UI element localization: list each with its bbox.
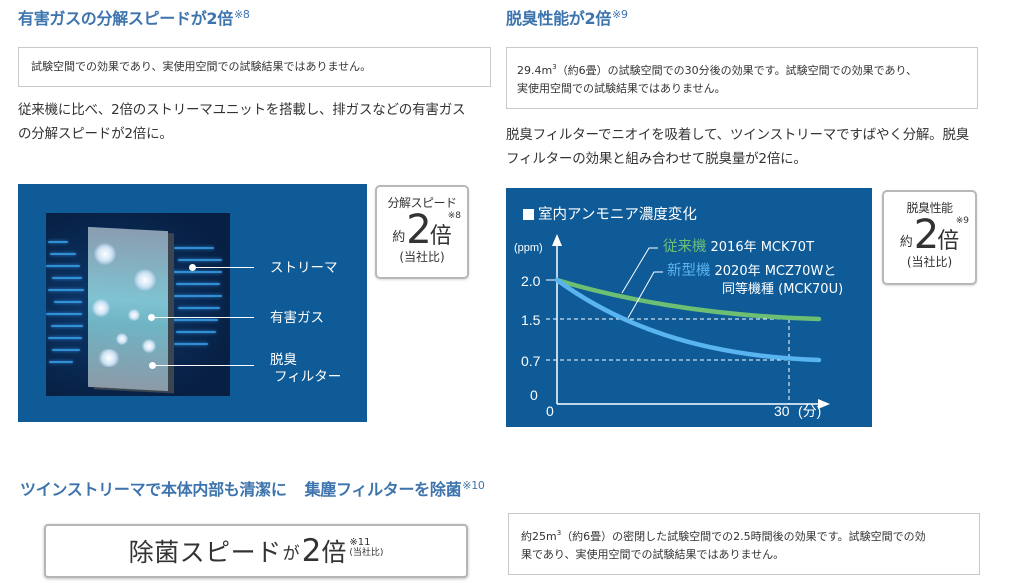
harmful-gas-marker: [148, 314, 155, 321]
test-conditions-notice: 約25m3（約6畳）の密閉した試験空間での2.5時間後の効果です。試験空間での効…: [508, 513, 980, 575]
deodorizing-performance-badge: 脱臭性能 約2倍 ※9 (当社比): [882, 190, 977, 285]
footnote-marker: ※9: [612, 8, 628, 21]
badge-number: 2: [913, 212, 939, 258]
notice-text: 約25m: [521, 530, 557, 543]
legend-new-model: 新型機 2020年 MCZ70Wと: [667, 262, 836, 281]
description-line: の分解スピードが2倍に。: [18, 126, 173, 142]
description-line: フィルターの効果と組み合わせて脱臭量が2倍に。: [506, 151, 807, 167]
callout-line: [193, 267, 254, 268]
badge-title: 除菌スピード: [128, 538, 282, 567]
badge-particle: が: [282, 543, 300, 564]
legend-old-model: 従来機 2016年 MCK70T: [663, 238, 814, 257]
notice-text: 実使用空間での試験結果ではありません。: [517, 82, 726, 95]
feature-description: 脱臭フィルターでニオイを吸着して、ツインストリーマですばやく分解。脱臭 フィルタ…: [506, 123, 986, 171]
badge-times: 倍: [937, 229, 960, 254]
streamer-marker: [189, 264, 196, 271]
footnote-marker: ※11: [349, 537, 371, 548]
badge-number: 2: [406, 207, 431, 253]
footnote-marker: ※10: [462, 479, 485, 492]
notice-text: 29.4m: [517, 64, 553, 77]
notice-text: （約6畳）の密閉した試験空間での2.5時間後の効果です。試験空間での効: [561, 530, 926, 543]
section-title-deodorizing: 脱臭性能が2倍※9: [506, 5, 628, 29]
y-axis-unit: (ppm): [514, 242, 543, 254]
filter-marker: [149, 362, 156, 369]
footnote-marker: ※9: [955, 216, 969, 226]
section-title-internal-cleaning: ツインストリーマで本体内部も清潔に 集塵フィルターを除菌※10: [20, 476, 485, 500]
footnote-marker: ※8: [233, 8, 250, 21]
feature-description: 従来機に比べ、2倍のストリーマユニットを搭載し、排ガスなどの有害ガス の分解スピ…: [18, 98, 498, 146]
callout-line: [152, 317, 254, 318]
test-conditions-notice: 29.4m3（約6畳）の試験空間での30分後の効果です。試験空間での効果であり、…: [506, 47, 978, 109]
legend-name: 新型機: [667, 263, 711, 279]
notice-text: 果であり、実使用空間での試験結果ではありません。: [521, 548, 785, 561]
section-title-gas-decomposition: 有害ガスの分解スピードが2倍※8: [18, 5, 250, 29]
badge-times: 倍: [429, 224, 452, 249]
label-harmful-gas: 有害ガス: [270, 310, 324, 326]
svg-text:30: 30: [774, 403, 790, 419]
label-deodorizing: 脱臭: [270, 352, 297, 368]
footnote-marker: ※8: [447, 211, 461, 221]
svg-text:0: 0: [546, 403, 554, 419]
callout-line: [153, 365, 254, 366]
badge-value: 約2倍 ※8: [377, 210, 467, 250]
badge-title: 分解スピード: [387, 196, 457, 210]
label-filter: フィルター: [274, 369, 342, 385]
description-line: 従来機に比べ、2倍のストリーマユニットを搭載し、排ガスなどの有害ガス: [18, 102, 466, 118]
badge-title: 脱臭性能: [906, 201, 953, 215]
label-streamer: ストリーマ: [270, 260, 338, 276]
svg-text:2.0: 2.0: [521, 273, 541, 289]
badge-comparison-note: (当社比): [906, 255, 953, 269]
legend-name: 従来機: [663, 239, 707, 255]
superscript: 3: [556, 529, 562, 537]
test-conditions-notice: 試験空間での効果であり、実使用空間での試験結果ではありません。: [18, 47, 491, 87]
notice-text: （約6畳）の試験空間での30分後の効果です。試験空間での効果であり、: [556, 64, 918, 77]
badge-value: 約2倍 ※9: [884, 215, 975, 255]
badge-number: 2: [301, 533, 322, 569]
svg-text:1.5: 1.5: [521, 312, 541, 328]
superscript: 3: [552, 63, 557, 71]
badge-approx: 約: [392, 230, 406, 245]
badge-approx: 約: [899, 235, 913, 250]
badge-comparison-note: (当社比): [349, 548, 384, 558]
svg-text:0: 0: [530, 387, 538, 403]
streamer-filter-illustration: ストリーマ 有害ガス 脱臭 フィルター: [18, 184, 367, 422]
legend-model-equivalent: 同等機種 (MCK70U): [722, 282, 844, 297]
legend-model: 2016年 MCK70T: [710, 240, 815, 255]
notice-text: 試験空間での効果であり、実使用空間での試験結果ではありません。: [31, 60, 372, 73]
section-title-text: 有害ガスの分解スピードが2倍: [18, 9, 233, 28]
badge-comparison-note: (当社比): [399, 250, 445, 264]
chart-title-text: 室内アンモニア濃度変化: [538, 207, 697, 223]
chart-title: 室内アンモニア濃度変化: [523, 203, 697, 224]
square-bullet-icon: [523, 209, 534, 220]
sterilization-speed-badge: 除菌スピードが 2 倍 ※11 (当社比): [44, 524, 468, 578]
description-line: 脱臭フィルターでニオイを吸着して、ツインストリーマですばやく分解。脱臭: [506, 127, 970, 143]
section-title-text: ツインストリーマで本体内部も清潔に: [20, 480, 287, 499]
section-title-text: 脱臭性能が2倍: [506, 9, 612, 28]
chart-plot: (ppm) 2.0 1.5 0.7 0 0 30 (分): [514, 234, 830, 419]
decomposition-speed-badge: 分解スピード 約2倍 ※8 (当社比): [375, 185, 469, 279]
badge-times: 倍: [321, 538, 347, 567]
filter-image: [46, 213, 230, 396]
section-title-text: 集塵フィルターを除菌: [304, 480, 462, 499]
ammonia-concentration-chart: 室内アンモニア濃度変化 (ppm) 2.0 1.5 0.7 0 0 30 (分)…: [506, 188, 872, 427]
svg-text:0.7: 0.7: [521, 353, 541, 369]
svg-text:(分): (分): [798, 403, 821, 419]
legend-model: 2020年 MCZ70Wと: [714, 264, 837, 279]
badge-side-notes: ※11 (当社比): [349, 537, 383, 559]
